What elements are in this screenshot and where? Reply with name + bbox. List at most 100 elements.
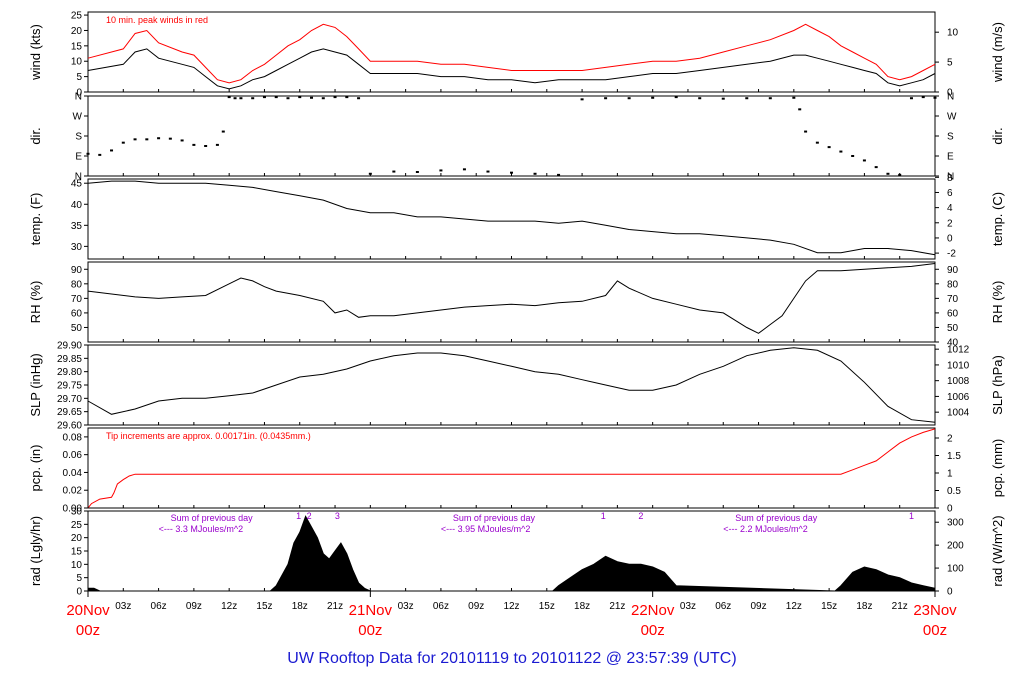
ytick-label-left-temp: 30 xyxy=(71,242,83,253)
hour-tick-label: 06z xyxy=(151,601,167,612)
dir-point xyxy=(180,139,184,142)
dir-point xyxy=(192,143,196,146)
dir-point xyxy=(157,137,161,140)
ytick-label-right-temp: 6 xyxy=(947,188,953,199)
dir-point xyxy=(827,146,831,149)
annotation-pcp: Tip increments are approx. 0.00171in. (0… xyxy=(106,431,311,441)
footer-title: UW Rooftop Data for 20101119 to 20101122… xyxy=(287,650,737,667)
ytick-label-right-dir: W xyxy=(947,112,957,123)
ytick-label-right-slp: 1004 xyxy=(947,408,970,419)
ytick-label-left-dir: S xyxy=(75,132,82,143)
ytick-label-right-rad: 300 xyxy=(947,518,964,529)
ytick-label-left-rad: 30 xyxy=(71,507,83,518)
series-line-temp-0 xyxy=(87,180,936,256)
ytick-label-right-temp: 8 xyxy=(947,173,953,184)
ytick-label-right-slp: 1010 xyxy=(947,360,970,371)
ytick-label-left-pcp: 0.08 xyxy=(63,432,83,443)
ytick-label-right-rad: 100 xyxy=(947,564,964,575)
dir-point xyxy=(221,130,225,133)
dir-point xyxy=(604,97,608,100)
hour-tick-label: 12z xyxy=(503,601,519,612)
day-hour-label: 00z xyxy=(641,622,665,639)
hour-tick-label: 12z xyxy=(221,601,237,612)
dir-point xyxy=(239,97,243,100)
hour-tick-label: 21z xyxy=(892,601,908,612)
day-label: 20Nov xyxy=(66,602,110,619)
hour-tick-label: 12z xyxy=(786,601,802,612)
day-label: 21Nov xyxy=(349,602,393,619)
ytick-label-right-slp: 1008 xyxy=(947,376,970,387)
ytick-label-right-rad: 200 xyxy=(947,541,964,552)
ytick-label-left-wind: 25 xyxy=(71,11,83,22)
dir-point xyxy=(86,152,90,155)
ytick-label-left-rad: 15 xyxy=(71,547,83,558)
ylabel-right-rh: RH (%) xyxy=(990,281,1005,324)
hour-tick-label: 21z xyxy=(609,601,625,612)
annotation-wind: 10 min. peak winds in red xyxy=(106,15,208,25)
ytick-label-left-temp: 35 xyxy=(71,221,83,232)
dir-point xyxy=(251,97,255,100)
dir-point xyxy=(298,96,302,99)
dir-point xyxy=(874,166,878,169)
radiation-area xyxy=(87,515,936,592)
ylabel-right-slp: SLP (hPa) xyxy=(990,355,1005,415)
dir-point xyxy=(262,96,266,99)
hour-tick-label: 09z xyxy=(468,601,484,612)
ytick-label-left-dir: N xyxy=(75,172,82,183)
series-line-wind-1 xyxy=(87,23,936,84)
ytick-label-right-rh: 70 xyxy=(947,294,959,305)
rad-marker: 2 xyxy=(638,511,643,521)
ytick-label-left-slp: 29.90 xyxy=(57,341,82,352)
series-line-wind-0 xyxy=(87,48,936,90)
ytick-label-left-rad: 0 xyxy=(76,587,82,598)
dir-point xyxy=(768,97,772,100)
ytick-label-left-wind: 20 xyxy=(71,26,83,37)
dir-point xyxy=(215,143,219,146)
dir-point xyxy=(415,171,419,173)
hour-tick-label: 15z xyxy=(256,601,272,612)
rad-marker: 1 xyxy=(909,511,914,521)
ytick-label-right-pcp: 1.5 xyxy=(947,451,961,462)
dir-point xyxy=(698,97,702,100)
ylabel-left-rad: rad (Lgly/hr) xyxy=(28,516,43,586)
ytick-label-left-pcp: 0.00 xyxy=(63,504,83,515)
ytick-label-right-temp: 4 xyxy=(947,203,953,214)
ytick-label-left-pcp: 0.02 xyxy=(63,486,83,497)
dir-point xyxy=(674,96,678,99)
ytick-label-left-slp: 29.65 xyxy=(57,407,82,418)
day-label: 23Nov xyxy=(913,602,957,619)
rad-marker: 1 xyxy=(296,511,301,521)
dir-point xyxy=(168,137,172,140)
ylabel-left-wind: wind (kts) xyxy=(28,24,43,81)
ylabel-left-dir: dir. xyxy=(28,127,43,144)
ytick-label-left-pcp: 0.04 xyxy=(63,468,83,479)
dir-point xyxy=(510,171,513,174)
ylabel-left-slp: SLP (inHg) xyxy=(28,353,43,416)
hour-tick-label: 15z xyxy=(539,601,555,612)
hour-tick-label: 03z xyxy=(398,601,414,612)
hour-tick-label: 18z xyxy=(856,601,872,612)
ytick-label-left-temp: 40 xyxy=(71,200,83,211)
dir-point xyxy=(133,138,137,141)
dir-point xyxy=(486,170,490,173)
dir-point xyxy=(627,97,631,100)
rad-sum-value: <--- 2.2 MJoules/m^2 xyxy=(723,524,808,534)
ytick-label-right-wind: 0 xyxy=(947,88,953,99)
ytick-label-left-slp: 29.70 xyxy=(57,394,82,405)
dir-point xyxy=(145,138,149,141)
ytick-label-left-rh: 70 xyxy=(71,294,83,305)
ylabel-right-dir: dir. xyxy=(990,127,1005,144)
dir-point xyxy=(310,96,314,99)
ytick-label-right-dir: N xyxy=(947,92,954,103)
series-line-pcp-0 xyxy=(87,428,936,509)
series-line-slp-0 xyxy=(87,347,936,423)
ytick-label-right-rh: 50 xyxy=(947,323,959,334)
dir-point xyxy=(357,97,361,100)
day-hour-label: 00z xyxy=(358,622,382,639)
ytick-label-right-dir: N xyxy=(947,172,954,183)
day-hour-label: 00z xyxy=(76,622,100,639)
hour-tick-label: 15z xyxy=(821,601,837,612)
ytick-label-left-rh: 60 xyxy=(71,308,83,319)
dir-point xyxy=(909,97,913,100)
ytick-label-left-wind: 0 xyxy=(76,88,82,99)
